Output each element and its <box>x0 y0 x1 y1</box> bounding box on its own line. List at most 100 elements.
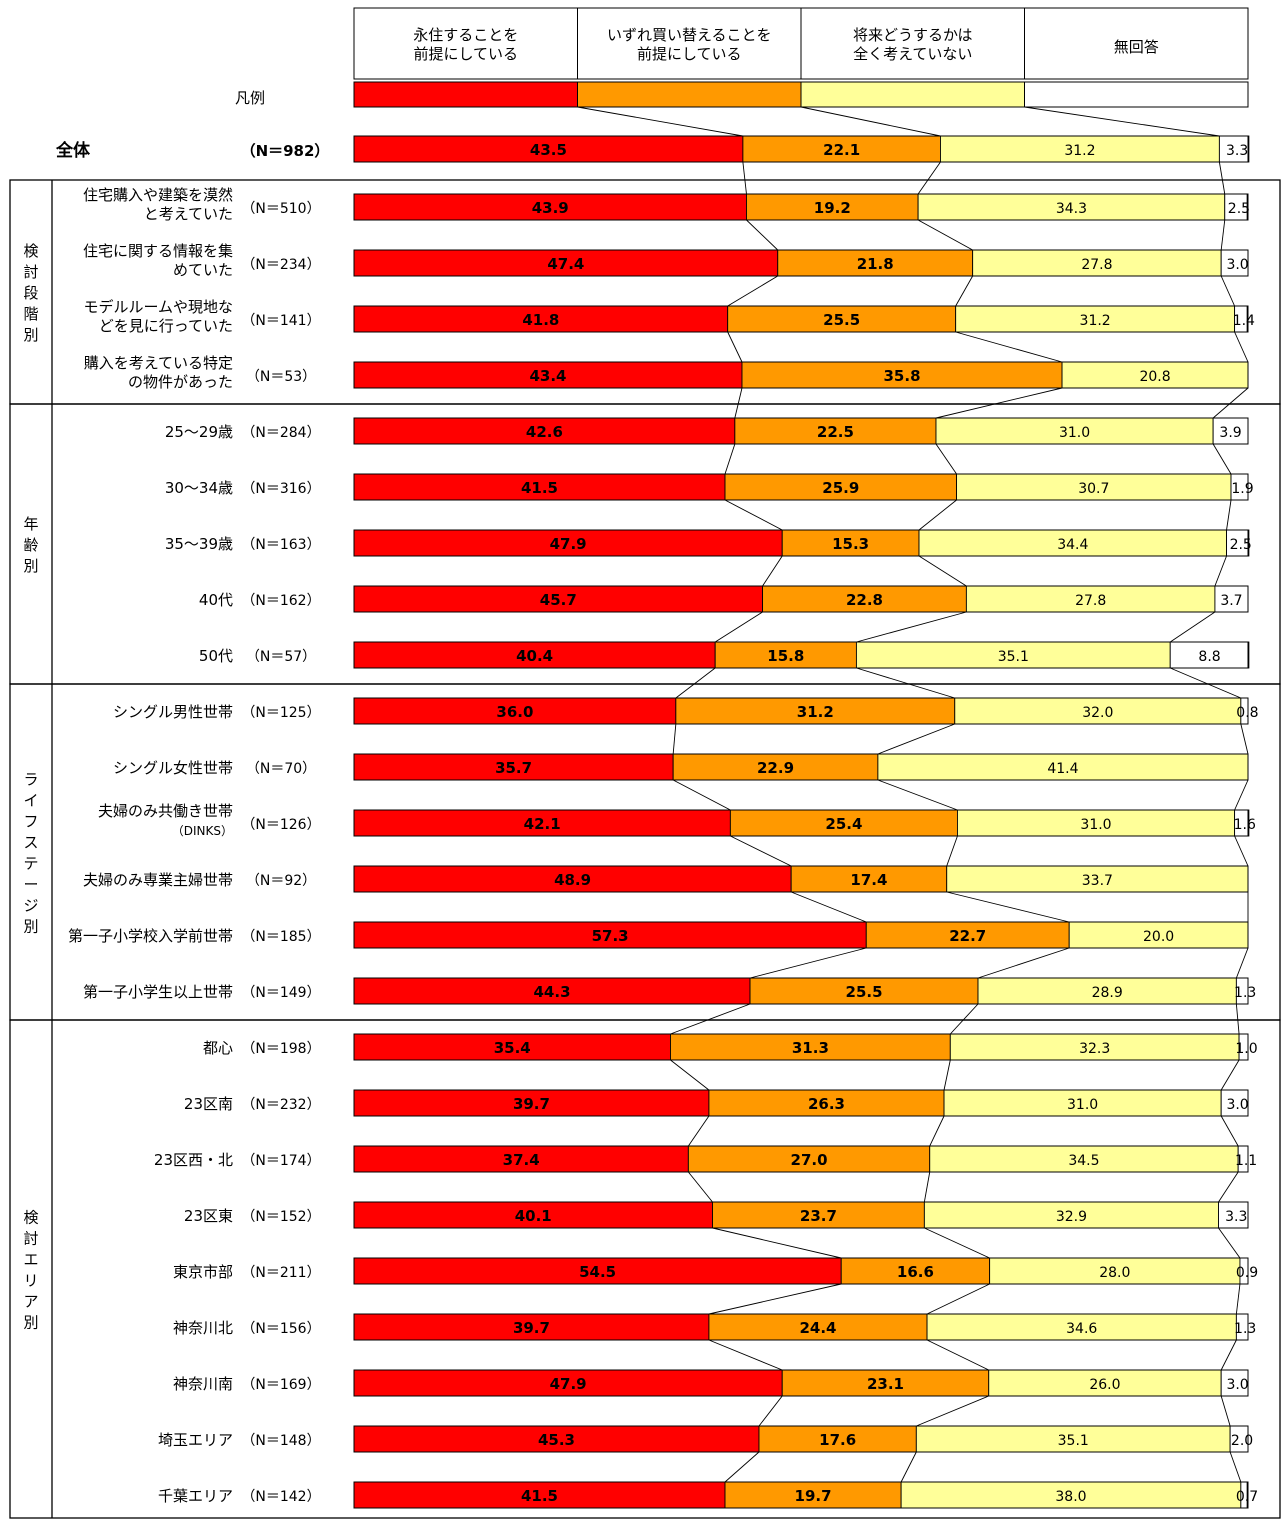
connector-line <box>742 161 747 195</box>
bar-outline <box>353 361 1249 389</box>
data-label: 25.5 <box>823 311 860 329</box>
row-n: （N＝156） <box>241 1321 320 1337</box>
bar-outline <box>353 977 1249 1005</box>
bar-outline <box>353 473 1249 501</box>
group-frame <box>9 1019 1281 1519</box>
data-label: 2.0 <box>1231 1433 1253 1449</box>
legend-header-text: 全く考えていない <box>853 45 972 63</box>
bars: 43.5 22.1 31.2 3.3 全体 （N＝982） 43.9 19.2 34.3 2.5 住… <box>55 135 1259 1509</box>
bar-segment <box>865 921 1070 949</box>
bar-segment <box>1068 921 1249 949</box>
row-label: 千葉エリア <box>158 1487 233 1505</box>
bar-segment <box>1169 641 1250 669</box>
data-label: 38.0 <box>1055 1489 1086 1505</box>
bar-segment <box>741 361 1063 389</box>
bar-row: 40.1 23.7 32.9 3.3 23区東 （N＝152） <box>184 1201 1249 1229</box>
row-label: 神奈川北 <box>173 1319 233 1337</box>
connector-line <box>708 1339 783 1371</box>
row-label: 夫婦のみ専業主婦世帯 <box>83 871 233 889</box>
connector-line <box>1218 161 1226 195</box>
data-label: 31.0 <box>1067 1097 1098 1113</box>
connector-line <box>926 1339 989 1371</box>
data-label: 24.4 <box>799 1319 836 1337</box>
connector-line <box>687 1115 710 1147</box>
row-label: 夫婦のみ共働き世帯 <box>98 802 233 820</box>
data-label: 40.1 <box>515 1207 552 1225</box>
bar-segment <box>762 585 967 613</box>
data-label: 3.3 <box>1225 1209 1247 1225</box>
data-label: 21.8 <box>857 255 894 273</box>
bar-segment <box>708 1313 928 1341</box>
bar-row: 36.0 31.2 32.0 0.8 シングル男性世帯 （N＝125） <box>113 697 1259 725</box>
connector-line <box>1226 499 1232 531</box>
data-label: 20.8 <box>1139 369 1170 385</box>
data-label: 2.5 <box>1228 201 1250 217</box>
row-n: （N＝162） <box>241 593 320 609</box>
connector-line <box>1220 219 1226 251</box>
row-n: （N＝211） <box>241 1265 320 1281</box>
bar-segment <box>954 697 1242 725</box>
row-label: 埼玉エリア <box>158 1431 233 1449</box>
data-label: 16.6 <box>897 1263 934 1281</box>
row-n: （N＝152） <box>241 1209 320 1225</box>
bar-outline <box>353 1369 1249 1397</box>
bar-outline <box>353 1033 1249 1061</box>
bar-outline <box>353 753 1249 781</box>
data-label: 34.6 <box>1066 1321 1097 1337</box>
legend-header-cell <box>353 7 578 80</box>
connector-line <box>675 667 716 699</box>
connector-line <box>923 1171 931 1203</box>
bar-segment <box>1214 585 1249 613</box>
bar-outline <box>353 1089 1249 1117</box>
row-n: （N＝232） <box>241 1097 320 1113</box>
data-label: 31.0 <box>1059 425 1090 441</box>
row-label: 50代 <box>199 647 233 665</box>
data-label: 35.8 <box>884 367 921 385</box>
connector-line <box>1170 667 1242 699</box>
connector-line <box>1212 387 1249 419</box>
bar-segment <box>353 641 716 669</box>
connector-line <box>1220 1115 1239 1147</box>
data-label: 15.3 <box>832 535 869 553</box>
row-label: 神奈川南 <box>173 1375 233 1393</box>
row-label: モデルルームや現地な <box>83 298 233 316</box>
row-n: （N＝53） <box>246 369 316 385</box>
connector-line <box>977 947 1070 979</box>
connector-line <box>688 1171 713 1203</box>
data-label: 36.0 <box>496 703 533 721</box>
data-label: 35.1 <box>998 649 1029 665</box>
row-label: 40代 <box>199 591 233 609</box>
connector-line <box>1212 443 1232 475</box>
bar-segment <box>724 1481 902 1509</box>
data-label: 22.7 <box>949 927 986 945</box>
data-label: 3.0 <box>1226 1377 1248 1393</box>
connector-line <box>708 1283 842 1315</box>
bar-outline <box>353 193 1249 221</box>
row-n: （N＝148） <box>241 1433 320 1449</box>
connector-line <box>1234 331 1249 363</box>
connector-line <box>1220 1395 1231 1427</box>
group-name: ライフステージ別 <box>23 771 38 936</box>
bar-row: 54.5 16.6 28.0 0.9 東京市部 （N＝211） <box>173 1257 1258 1285</box>
data-label: 45.3 <box>538 1431 575 1449</box>
row-label: 住宅購入や建築を漠然 <box>83 186 233 204</box>
bar-outline <box>353 1425 1249 1453</box>
row-label: 東京市部 <box>173 1263 233 1281</box>
total-row: 43.5 22.1 31.2 3.3 全体 （N＝982） <box>55 135 1250 163</box>
connector-line <box>856 667 955 699</box>
connector-line <box>1218 1227 1241 1259</box>
bar-outline <box>353 809 1249 837</box>
group-name: 検討エリア別 <box>23 1209 38 1332</box>
bar-row: 37.4 27.0 34.5 1.1 23区西・北 （N＝174） <box>154 1145 1257 1173</box>
data-label: 0.7 <box>1236 1489 1258 1505</box>
data-label: 1.3 <box>1234 985 1256 1001</box>
row-n: （N＝126） <box>241 817 320 833</box>
row-label: 第一子小学校入学前世帯 <box>68 927 233 945</box>
row-n: （N＝234） <box>241 257 320 273</box>
bar-segment <box>353 1145 689 1173</box>
data-label: 34.5 <box>1068 1153 1099 1169</box>
bar-outline <box>353 1201 1249 1229</box>
data-label: 1.0 <box>1235 1041 1257 1057</box>
